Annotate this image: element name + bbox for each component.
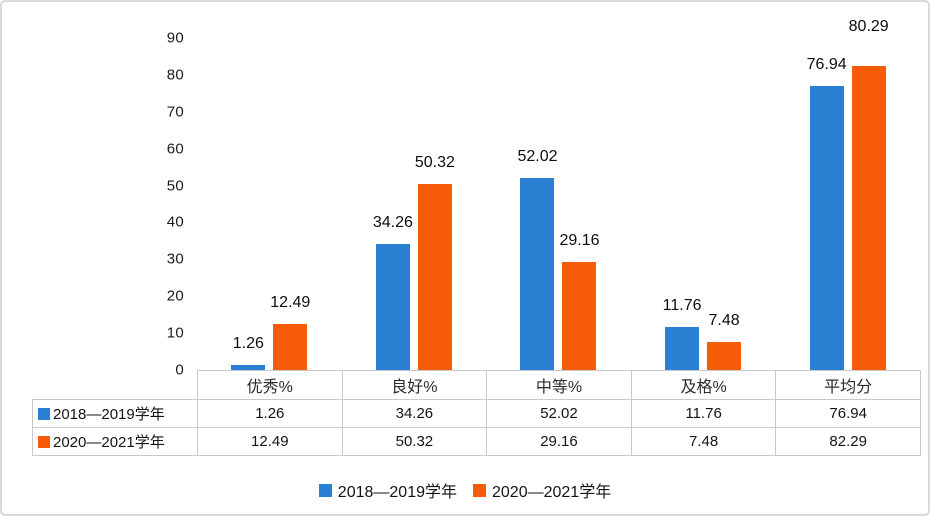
legend-item-1: 2018—2019学年 (318, 478, 457, 502)
table-value-cell: 76.94 (775, 399, 921, 428)
y-axis-tick-label: 70 (166, 103, 184, 121)
table-header-cell: 平均分 (775, 370, 921, 400)
bar-data-label-s2-c5: 80.29 (848, 18, 889, 36)
plot-area: 1.26 12.49 34.26 50.32 52.02 29.16 11.76 7.48 76… (197, 2, 920, 370)
bar-group-2: 34.26 50.32 (342, 2, 487, 370)
bar-s2-c3: 29.16 (559, 232, 600, 370)
y-axis-tick-label: 10 (166, 324, 184, 342)
bar-group-4: 11.76 7.48 (631, 2, 776, 370)
bar-data-label-s2-c3: 29.16 (559, 232, 600, 250)
legend-key-icon (38, 408, 50, 420)
y-axis-tick-label: 0 (175, 361, 184, 379)
table-value-cell: 50.32 (341, 427, 488, 456)
table-corner-cell (33, 371, 198, 400)
bar-group-5: 76.94 80.29 (775, 2, 920, 370)
bar-s2-c2: 50.32 (415, 154, 455, 370)
table-header-row: 优秀% 良好% 中等% 及格% 平均分 (33, 370, 921, 400)
series-name-cell: 2020—2021学年 (32, 427, 198, 456)
bar-data-label-s2-c1: 12.49 (270, 293, 311, 311)
table-value-cell: 7.48 (630, 427, 777, 456)
legend-item-2: 2020—2021学年 (473, 478, 611, 502)
bar-group-3: 52.02 29.16 (486, 2, 631, 370)
table-value-cell: 34.26 (341, 399, 488, 428)
bar-s2-c1: 12.49 (270, 294, 310, 370)
table-header-cell: 良好% (341, 370, 488, 400)
bar-data-label-s1-c5: 76.94 (806, 56, 847, 74)
bar-s1-c4: 11.76 (663, 297, 702, 370)
bar-s1-c5: 76.94 (807, 56, 847, 370)
bar-data-label-s2-c2: 50.32 (414, 154, 455, 172)
bar-data-label-s1-c2: 34.26 (372, 213, 413, 231)
table-value-cell: 1.26 (197, 399, 343, 428)
table-value-cell: 82.29 (775, 427, 921, 456)
bar-data-label-s1-c3: 52.02 (517, 148, 558, 166)
y-axis-tick-label: 40 (166, 213, 184, 231)
y-axis-tick-label: 30 (166, 250, 184, 268)
y-axis-tick-label: 60 (166, 140, 184, 158)
bar-data-label-s1-c1: 1.26 (232, 335, 264, 353)
legend-item-label: 2020—2021学年 (492, 484, 612, 501)
table-header-cell: 中等% (486, 370, 632, 400)
series-name-cell: 2018—2019学年 (32, 399, 198, 428)
y-axis-tick-label: 20 (166, 287, 184, 305)
bar-s2-c5: 80.29 (849, 18, 889, 370)
bar-data-label-s1-c4: 11.76 (662, 296, 702, 314)
bar-s1-c2: 34.26 (373, 214, 413, 370)
y-axis-tick-label: 90 (166, 29, 184, 47)
bar-s1-c1: 1.26 (231, 335, 266, 370)
table-value-cell: 52.02 (486, 399, 632, 428)
table-header-cell: 及格% (630, 370, 777, 400)
legend-key-icon (38, 436, 50, 448)
y-axis-tick-label: 50 (166, 177, 184, 195)
table-row-series-2: 2020—2021学年 12.49 50.32 29.16 7.48 82.29 (32, 427, 921, 456)
table-value-cell: 29.16 (486, 427, 632, 456)
table-value-cell: 12.49 (197, 427, 343, 456)
data-table: 优秀% 良好% 中等% 及格% 平均分 2018—2019学年 1.26 34.26 52.02… (32, 370, 921, 456)
table-row-series-1: 2018—2019学年 1.26 34.26 52.02 11.76 76.94 (32, 399, 921, 428)
table-header-cell: 优秀% (197, 370, 343, 400)
bar-s2-c4: 7.48 (707, 312, 742, 370)
legend-item-label: 2018—2019学年 (337, 484, 457, 501)
bar-data-label-s2-c4: 7.48 (708, 312, 740, 330)
y-axis-tick-label: 80 (166, 66, 184, 84)
bar-s1-c3: 52.02 (517, 148, 558, 370)
table-value-cell: 11.76 (630, 399, 777, 428)
legend-key-icon (473, 483, 486, 497)
legend-key-icon (318, 483, 332, 497)
bar-group-1: 1.26 12.49 (197, 2, 342, 370)
chart-legend: 2018—2019学年 2020—2021学年 (2, 479, 928, 501)
